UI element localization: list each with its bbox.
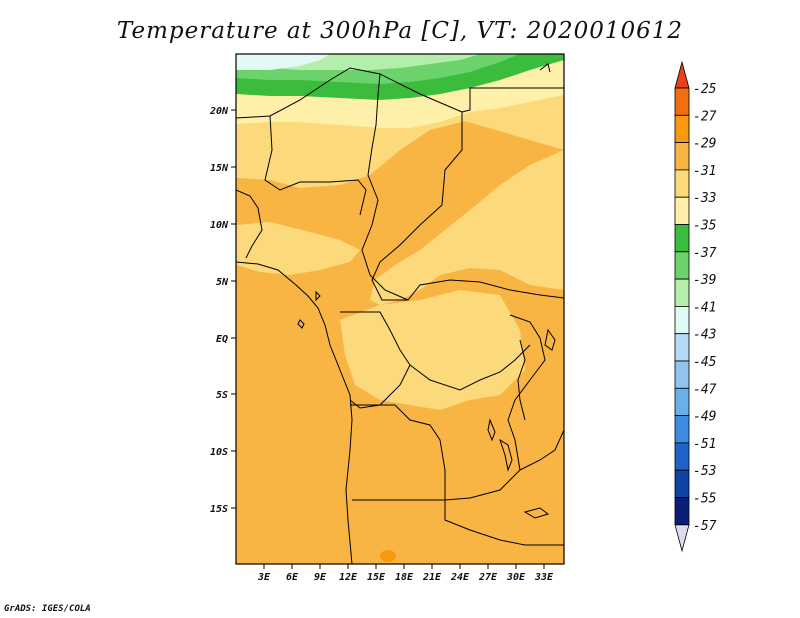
lon-tick-label: 12E (339, 572, 358, 583)
field-band-33 (236, 54, 564, 305)
colorbar: -25 -27 -29 -31 -33 -35 -37 -39 -41 -43 -45 -47 -49 -… (674, 60, 717, 553)
colorbar-segment (674, 469, 690, 498)
colorbar-segment (674, 278, 690, 307)
lon-tick: 6E (286, 564, 299, 583)
colorbar-segment (674, 114, 690, 144)
lon-tick: 27E (478, 564, 498, 583)
lon-axis: 3E 6E 9E 12E 15E 18E 21E 24E 27E 30E 33E (257, 564, 554, 583)
colorbar-label: -31 (693, 164, 716, 179)
colorbar-label: -39 (693, 273, 716, 288)
colorbar-label: -51 (693, 437, 716, 452)
colorbar-label: -35 (693, 219, 717, 234)
colorbar-segment (674, 442, 690, 471)
lat-tick-label: EQ (216, 334, 228, 345)
lon-tick-label: 27E (478, 572, 498, 583)
lat-tick-label: 20N (209, 106, 229, 117)
country-borders (236, 63, 564, 564)
lon-tick: 9E (314, 564, 327, 583)
colorbar-label: -53 (693, 464, 716, 479)
field-band-43 (236, 54, 330, 70)
map-frame (235, 53, 565, 565)
colorbar-label: -25 (693, 82, 717, 97)
grads-credit: GrADS: IGES/COLA (4, 604, 91, 614)
colorbar-segment (674, 169, 690, 198)
lat-tick: 5S (216, 390, 236, 401)
colorbar-label: -55 (693, 492, 717, 507)
lon-tick: 24E (450, 564, 470, 583)
lon-tick: 3E (257, 564, 271, 583)
colorbar-segment (674, 305, 690, 335)
colorbar-bottom-arrow (674, 524, 690, 553)
lon-tick: 30E (506, 564, 526, 583)
lat-tick: 15N (210, 163, 236, 174)
lon-tick-label: 15E (367, 572, 386, 583)
lon-tick: 21E (422, 564, 442, 583)
lon-tick-label: 3E (257, 572, 271, 583)
colorbar-segment (674, 224, 690, 253)
field-band-33-sahel (236, 222, 360, 275)
lon-tick: 12E (339, 564, 358, 583)
lon-tick-label: 6E (286, 572, 299, 583)
lat-tick-label: 5S (216, 390, 228, 401)
lon-tick: 33E (534, 564, 554, 583)
colorbar-segment (674, 497, 690, 526)
colorbar-label: -57 (693, 519, 717, 534)
lon-tick: 15E (367, 564, 386, 583)
colorbar-segment (674, 87, 690, 116)
colorbar-segment (674, 196, 690, 225)
lat-tick: 20N (209, 106, 236, 117)
colorbar-label: -41 (693, 300, 716, 315)
temperature-field (236, 54, 564, 564)
lat-tick: 10S (210, 447, 236, 458)
colorbar-segment (674, 415, 690, 444)
field-warm-spot (380, 550, 396, 562)
colorbar-label: -27 (693, 109, 717, 124)
colorbar-label: -33 (693, 191, 716, 206)
colorbar-label: -43 (693, 328, 716, 343)
lon-tick-label: 9E (314, 572, 327, 583)
lon-tick-label: 18E (395, 572, 414, 583)
lat-tick-label: 10N (210, 220, 229, 231)
colorbar-top-arrow (674, 60, 690, 89)
lat-axis: 20N 15N 10N 5N EQ 5S 10S 15S (209, 106, 236, 515)
field-band-33-congo (340, 290, 525, 410)
map-title: Temperature at 300hPa [C], VT: 202001061… (116, 18, 684, 44)
lon-tick: 18E (395, 564, 414, 583)
lat-tick: 15S (210, 504, 236, 515)
lon-tick-label: 33E (534, 572, 554, 583)
lat-tick-label: 15S (210, 504, 228, 515)
colorbar-label: -37 (693, 246, 717, 261)
lat-tick: EQ (216, 334, 236, 345)
colorbar-label: -47 (693, 382, 717, 397)
lat-tick: 10N (210, 220, 236, 231)
colorbar-segment (674, 387, 690, 416)
lat-tick-label: 10S (210, 447, 228, 458)
colorbar-segment (674, 333, 690, 362)
colorbar-segment (674, 360, 690, 389)
lat-tick: 5N (216, 277, 236, 288)
colorbar-label: -45 (693, 355, 717, 370)
lon-tick-label: 24E (450, 572, 470, 583)
lon-tick-label: 21E (422, 572, 442, 583)
colorbar-segment (674, 142, 690, 171)
colorbar-label: -49 (693, 410, 716, 425)
colorbar-label: -29 (693, 137, 716, 152)
lon-tick-label: 30E (506, 572, 526, 583)
lat-tick-label: 15N (210, 163, 229, 174)
lat-tick-label: 5N (216, 277, 229, 288)
colorbar-segment (674, 251, 690, 280)
